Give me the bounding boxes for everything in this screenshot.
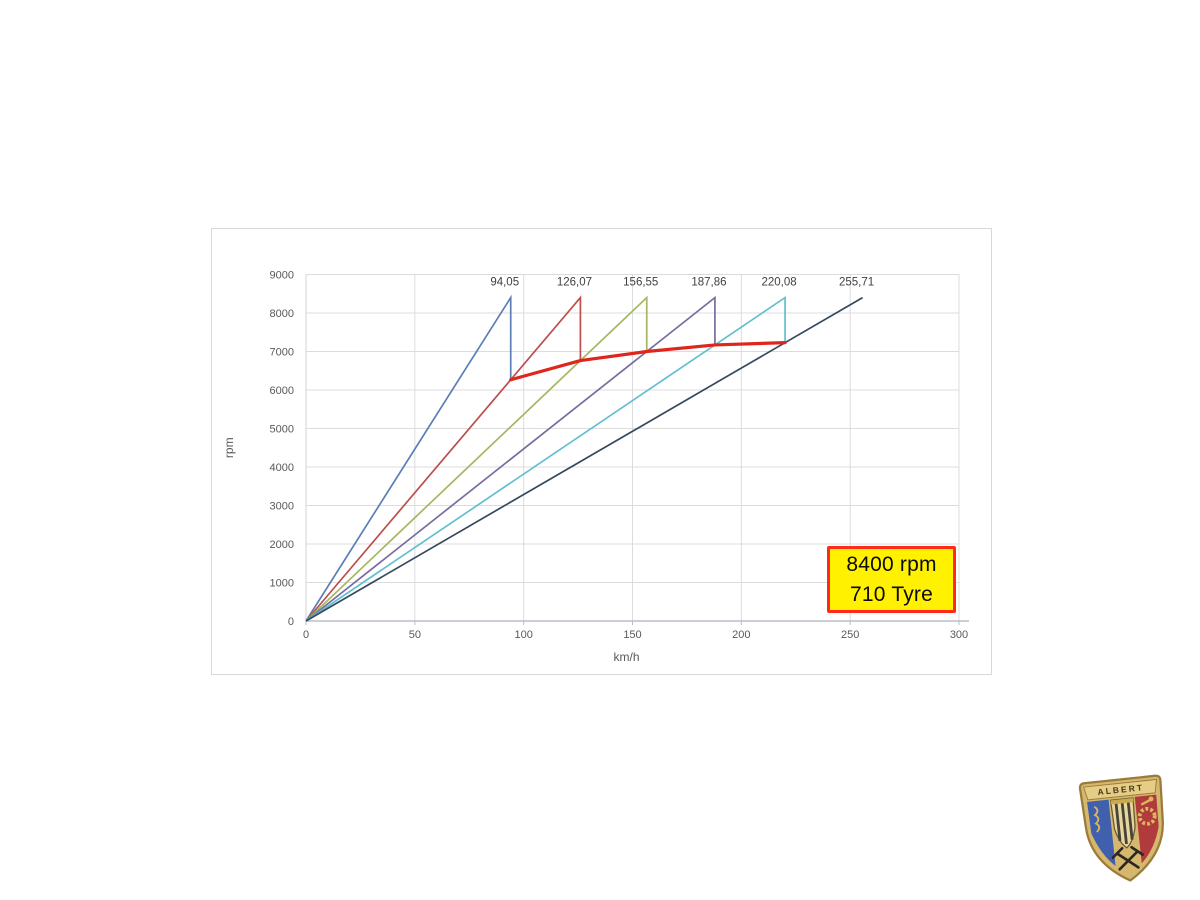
top-speed-label: 255,71 — [839, 277, 874, 289]
y-axis-title: rpm — [222, 437, 236, 458]
y-tick-label: 0 — [288, 616, 294, 628]
x-tick-label: 100 — [514, 629, 532, 641]
x-tick-label: 250 — [841, 629, 859, 641]
y-tick-label: 4000 — [270, 462, 294, 474]
y-tick-label: 7000 — [270, 347, 294, 359]
top-speed-label: 94,05 — [490, 277, 519, 289]
gear-line — [305, 295, 582, 622]
x-tick-label: 50 — [409, 629, 421, 641]
crest-shield-icon: ALBERT — [1078, 774, 1164, 882]
shift-rpm-curve — [509, 341, 787, 382]
y-tick-label: 2000 — [270, 539, 294, 551]
y-tick-label: 9000 — [270, 270, 294, 282]
y-tick-label: 5000 — [270, 424, 294, 436]
y-tick-label: 3000 — [270, 501, 294, 513]
top-speed-label: 187,86 — [691, 277, 726, 289]
chart-panel: 0 1000 2000 3000 4000 5000 6000 7000 8000 9000 0 50… — [211, 228, 992, 675]
x-tick-label: 200 — [732, 629, 750, 641]
crossed-hammers-icon — [1111, 845, 1145, 871]
top-speed-label: 156,55 — [623, 277, 658, 289]
gear-line — [305, 296, 786, 622]
top-speed-label: 220,08 — [761, 277, 796, 289]
gear-speed-chart: 0 1000 2000 3000 4000 5000 6000 7000 8000 9000 0 50… — [222, 270, 969, 664]
y-tick-label: 8000 — [270, 308, 294, 320]
annotation-rpm: 8400 rpm — [846, 553, 937, 577]
gear-line — [305, 295, 716, 622]
y-tick-label: 6000 — [270, 385, 294, 397]
y-tick-label: 1000 — [270, 578, 294, 590]
gear-line — [305, 295, 648, 622]
x-axis-title: km/h — [613, 650, 639, 664]
gear-line — [305, 294, 512, 622]
crest-wordmark: ALBERT — [1097, 782, 1144, 797]
albert-crest-logo: ALBERT — [1072, 769, 1177, 890]
x-tick-label: 300 — [950, 629, 968, 641]
annotation-box: 8400 rpm 710 Tyre — [827, 546, 956, 613]
annotation-tyre: 710 Tyre — [850, 582, 933, 606]
x-tick-label: 0 — [303, 629, 309, 641]
gear-line — [305, 296, 864, 622]
top-speed-label: 126,07 — [557, 277, 592, 289]
x-tick-label: 150 — [623, 629, 641, 641]
